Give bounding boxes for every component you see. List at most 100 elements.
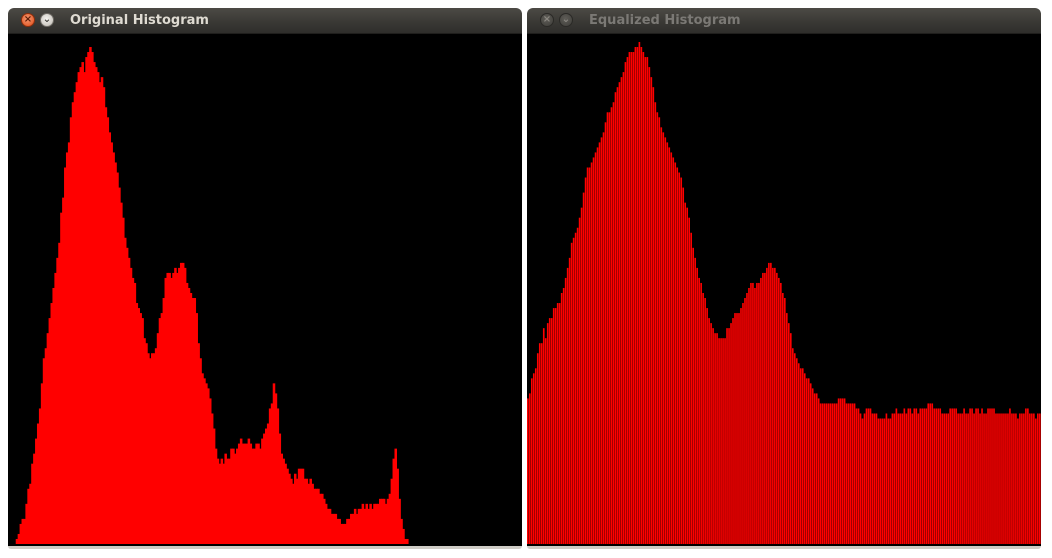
histogram-bar: [77, 72, 81, 544]
histogram-bar: [562, 287, 565, 544]
chevron-down-icon[interactable]: ⌄: [40, 13, 54, 27]
histogram-bar: [945, 413, 947, 544]
histogram-bar: [724, 338, 726, 544]
histogram-bar: [324, 503, 328, 544]
histogram-bar: [154, 348, 158, 544]
histogram-bar: [656, 112, 659, 544]
histogram-bar: [554, 308, 557, 544]
histogram-bar: [255, 443, 258, 544]
histogram-bar: [532, 373, 535, 544]
histogram-bar: [973, 413, 975, 544]
histogram-bar: [253, 448, 256, 544]
histogram-bar: [369, 503, 372, 544]
histogram-bar: [768, 262, 770, 544]
histogram-bar: [720, 338, 722, 544]
histogram-bar: [257, 443, 260, 544]
histogram-bar: [44, 348, 48, 544]
histogram-bar: [145, 343, 148, 544]
histogram-bar: [313, 488, 316, 544]
histogram-bar: [534, 368, 537, 544]
histogram-bar: [997, 413, 999, 544]
histogram-bar: [536, 353, 539, 544]
histogram-bar: [702, 293, 704, 544]
histogram-bar: [943, 413, 946, 544]
histogram-bar: [636, 47, 639, 545]
histogram-bar: [967, 413, 969, 544]
histogram-bar: [237, 443, 241, 544]
histogram-bar: [722, 338, 724, 544]
histogram-bar: [979, 413, 981, 544]
histogram-bar: [69, 117, 73, 545]
histogram-bar: [803, 373, 806, 544]
histogram-bar: [17, 533, 21, 544]
histogram-bar: [91, 52, 94, 544]
histogram-bar: [793, 353, 796, 544]
histogram-bar: [600, 137, 603, 544]
histogram-bar: [380, 498, 384, 544]
histogram-bar: [917, 413, 920, 544]
histogram-bar: [622, 72, 625, 544]
title-bar[interactable]: × ⌄ Original Histogram: [8, 8, 522, 34]
histogram-bar: [123, 237, 127, 544]
histogram-bar: [951, 408, 953, 544]
histogram-bar: [787, 323, 790, 544]
histogram-bar: [845, 403, 848, 544]
histogram-bar: [183, 267, 187, 544]
histogram-bar: [135, 303, 139, 544]
histogram-bar: [42, 358, 46, 544]
histogram-bar: [224, 453, 227, 544]
histogram-bar: [67, 142, 71, 544]
histogram-bar: [156, 333, 160, 544]
histogram-bar: [222, 463, 226, 544]
histogram-bar: [983, 413, 985, 544]
histogram-bar: [106, 117, 110, 545]
histogram-bar: [114, 162, 117, 545]
histogram-bar: [985, 413, 987, 544]
histogram-bar: [266, 423, 270, 544]
histogram-bar: [782, 293, 784, 544]
histogram-bar: [795, 358, 798, 544]
histogram-bar: [558, 303, 561, 544]
histogram-bar: [770, 262, 772, 544]
chevron-down-icon[interactable]: ⌄: [559, 13, 573, 27]
histogram-bar: [85, 57, 88, 544]
histogram-bar: [957, 413, 959, 544]
histogram-bar: [704, 298, 706, 544]
histogram-bar: [199, 358, 202, 544]
histogram-bar: [1033, 413, 1035, 544]
histogram-bar: [176, 272, 179, 544]
title-bar[interactable]: × ⌄ Equalized Histogram: [527, 8, 1041, 34]
histogram-bar: [887, 418, 890, 544]
histogram-bar: [261, 438, 264, 544]
histogram-bar: [112, 152, 115, 544]
histogram-bar: [616, 87, 619, 545]
histogram-bar: [127, 257, 131, 544]
histogram-bar: [889, 418, 892, 544]
histogram-bar: [129, 267, 133, 544]
histogram-bar: [29, 483, 32, 544]
histogram-bar: [379, 498, 382, 544]
histogram-bar: [686, 207, 689, 544]
histogram-bar: [907, 408, 910, 544]
histogram-bar: [584, 177, 587, 545]
histogram-bar: [875, 413, 878, 544]
histogram-bar: [588, 167, 591, 544]
histogram-bar: [1007, 413, 1009, 544]
histogram-bar: [706, 308, 708, 544]
histogram-bar: [178, 267, 181, 544]
histogram-bar: [528, 393, 531, 544]
histogram-canvas: [8, 34, 522, 546]
histogram-bar: [203, 378, 206, 544]
histogram-bar: [216, 458, 220, 544]
histogram-bar: [265, 428, 268, 544]
histogram-bar: [359, 508, 363, 544]
close-icon[interactable]: ×: [540, 13, 554, 27]
histogram-bar: [247, 438, 251, 544]
histogram-bar: [961, 413, 963, 544]
close-icon[interactable]: ×: [21, 13, 35, 27]
histogram-bar: [1039, 413, 1041, 544]
histogram-bar: [995, 413, 997, 544]
histogram-bar: [632, 52, 635, 544]
histogram-bar: [628, 52, 631, 544]
histogram-bar: [692, 247, 694, 544]
